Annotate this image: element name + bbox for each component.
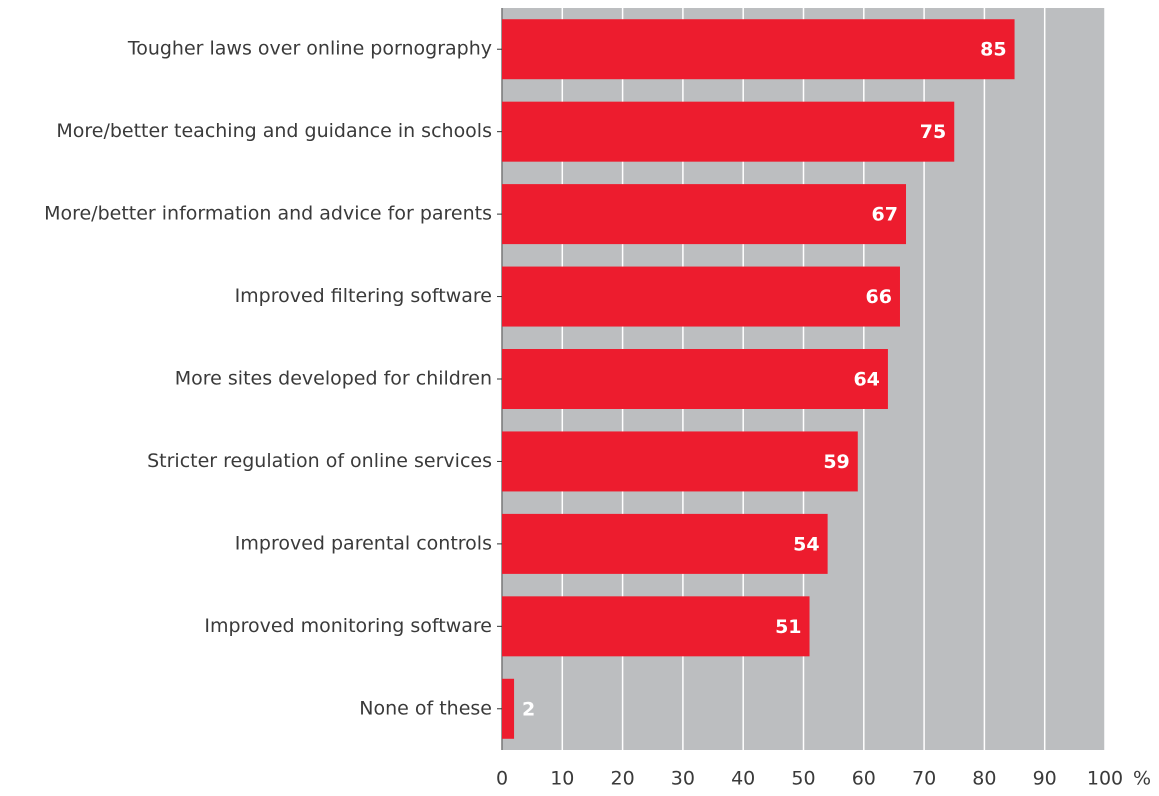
value-label: 64 xyxy=(853,369,879,391)
y-tick-label: None of these xyxy=(359,697,492,719)
value-label: 51 xyxy=(775,616,801,638)
value-label: 2 xyxy=(522,698,535,720)
value-label: 54 xyxy=(793,533,819,555)
value-label: 75 xyxy=(920,121,946,143)
x-tick-label: 10 xyxy=(550,768,574,790)
bar xyxy=(502,349,888,409)
x-tick-label: 90 xyxy=(1033,768,1057,790)
y-tick-label: Tougher laws over online pornography xyxy=(127,38,492,60)
bar xyxy=(502,678,515,739)
x-tick-label: 80 xyxy=(972,768,996,790)
x-tick-label: 100 xyxy=(1087,768,1123,790)
y-tick-label: More sites developed for children xyxy=(175,368,492,390)
bar xyxy=(502,101,955,162)
y-tick-label: Stricter regulation of online services xyxy=(147,450,492,472)
x-axis-unit: % xyxy=(1133,768,1151,790)
bar xyxy=(502,266,900,327)
y-tick-label: Improved parental controls xyxy=(235,532,492,554)
x-tick-label: 30 xyxy=(671,768,695,790)
y-tick-label: More/better teaching and guidance in sch… xyxy=(56,120,492,142)
x-tick-label: 0 xyxy=(496,768,508,790)
x-tick-label: 60 xyxy=(852,768,876,790)
value-label: 85 xyxy=(980,39,1006,61)
y-tick-label: More/better information and advice for p… xyxy=(44,203,492,225)
y-tick-label: Improved monitoring software xyxy=(204,615,492,637)
x-tick-label: 50 xyxy=(791,768,815,790)
bar xyxy=(502,513,828,574)
y-tick-label: Improved filtering software xyxy=(235,285,492,307)
bar xyxy=(502,431,858,492)
x-tick-label: 40 xyxy=(731,768,755,790)
bar xyxy=(502,19,1015,80)
bar xyxy=(502,184,907,245)
x-tick-label: 70 xyxy=(912,768,936,790)
value-label: 59 xyxy=(823,451,849,473)
x-tick-label: 20 xyxy=(611,768,635,790)
bar xyxy=(502,596,810,657)
value-label: 67 xyxy=(872,204,898,226)
value-label: 66 xyxy=(866,286,892,308)
